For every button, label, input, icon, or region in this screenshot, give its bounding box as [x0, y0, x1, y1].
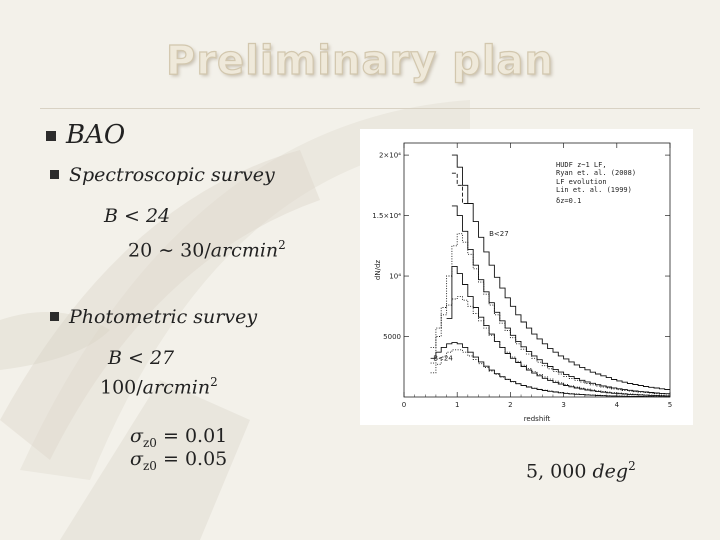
spectro-density: 20 ∼ 30/arcmin2 — [128, 238, 286, 261]
spectro-density-exp: 2 — [278, 238, 286, 252]
legend-entry: Lin et. al. (1999) — [556, 186, 632, 194]
legend-entry: Ryan et. al. (2008) — [556, 169, 636, 177]
photo-density-exp: 2 — [210, 375, 218, 389]
survey-area-unit: deg — [592, 460, 629, 483]
bullet-label: Photometric survey — [69, 306, 258, 328]
series-line-1 — [451, 172, 468, 204]
survey-area-value: 5, 000 — [526, 460, 593, 483]
photo-sigma-1: σz0 = 0.01 — [130, 425, 227, 450]
title-divider — [40, 108, 700, 109]
bullet-label: BAO — [66, 120, 126, 150]
x-tick-label: 5 — [668, 401, 672, 409]
spectro-density-unit: arcmin — [210, 239, 279, 262]
sigma-subscript: z0 — [142, 435, 157, 450]
survey-area: 5, 000 deg2 — [526, 459, 636, 482]
photo-mag-cut: B < 27 — [108, 347, 175, 369]
x-tick-label: 3 — [561, 401, 565, 409]
series-line-0 — [451, 154, 670, 390]
spectro-mag-cut: B < 24 — [104, 205, 171, 227]
sigma-symbol: σ — [130, 448, 143, 470]
square-bullet-icon — [50, 170, 59, 179]
redshift-distribution-figure: 0 1 2 3 4 5 5000 10⁴ 1.5×10⁴ 2×10⁴ redshift dN/dz B<… — [360, 129, 693, 425]
plot-frame — [403, 142, 671, 398]
photo-sigma-2: σz0 = 0.05 — [130, 448, 227, 473]
x-tick-label: 0 — [402, 401, 406, 409]
bullet-spectroscopic-survey: Spectroscopic survey — [50, 164, 275, 186]
x-tick-label: 2 — [508, 401, 512, 409]
y-tick-label: 10⁴ — [389, 273, 401, 281]
series-line-4 — [446, 265, 670, 397]
y-tick-label: 5000 — [383, 333, 401, 341]
legend-entry: δz=0.1 — [556, 197, 581, 205]
sigma-subscript: z0 — [142, 458, 157, 473]
chart-annotation: B<27 — [489, 230, 509, 238]
bullet-label: Spectroscopic survey — [69, 164, 275, 186]
x-axis-label: redshift — [524, 415, 551, 423]
bullet-bao: BAO — [46, 120, 125, 150]
photo-density-unit: arcmin — [142, 376, 211, 399]
square-bullet-icon — [50, 312, 59, 321]
square-bullet-icon — [46, 131, 56, 141]
sigma-value-2: = 0.05 — [163, 448, 228, 470]
photo-density-base: 100/ — [100, 376, 143, 399]
series-line-6 — [430, 342, 670, 398]
series-line-2 — [451, 205, 670, 395]
slide-title: Preliminary plan — [165, 37, 554, 84]
survey-area-exp: 2 — [628, 459, 636, 473]
sigma-symbol: σ — [130, 425, 143, 447]
redshift-distribution-chart: 0 1 2 3 4 5 5000 10⁴ 1.5×10⁴ 2×10⁴ redshift dN/dz B<… — [372, 142, 672, 423]
series-line-3 — [430, 233, 670, 395]
spectro-density-base: 20 ∼ 30/ — [128, 239, 211, 262]
bullet-photometric-survey: Photometric survey — [50, 306, 257, 328]
photo-density: 100/arcmin2 — [100, 375, 218, 398]
x-tick-label: 1 — [455, 401, 459, 409]
legend-entry: HUDF z~1 LF, — [556, 161, 607, 169]
chart-annotation: B<24 — [433, 355, 453, 363]
y-tick-label: 2×10⁴ — [379, 152, 401, 160]
legend-entry: LF evolution — [556, 178, 607, 186]
y-axis-label: dN/dz — [374, 260, 382, 280]
sigma-value-1: = 0.01 — [163, 425, 228, 447]
series-line-7 — [430, 349, 670, 398]
x-tick-label: 4 — [615, 401, 620, 409]
y-tick-label: 1.5×10⁴ — [372, 212, 401, 220]
series-line-5 — [430, 296, 670, 397]
